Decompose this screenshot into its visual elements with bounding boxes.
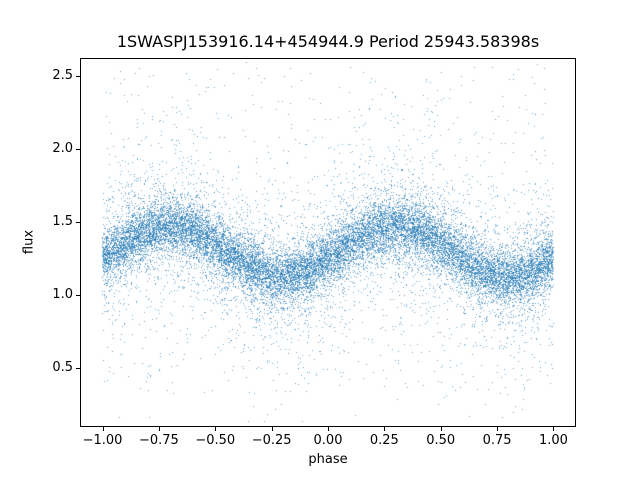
y-axis-label: flux	[21, 229, 37, 255]
plot-area	[80, 58, 576, 427]
x-tick-label: 1.00	[538, 433, 568, 448]
x-tick-mark	[102, 427, 104, 431]
x-tick-mark	[158, 427, 160, 431]
x-tick-mark	[497, 427, 499, 431]
x-axis-label: phase	[308, 452, 348, 467]
x-tick-mark	[215, 427, 217, 431]
y-tick-label: 2.0	[52, 140, 73, 156]
y-tick-mark	[76, 148, 80, 150]
chart-title: 1SWASPJ153916.14+454944.9 Period 25943.5…	[116, 32, 540, 51]
x-tick-label: −1.00	[82, 433, 123, 448]
x-tick-mark	[553, 427, 555, 431]
y-tick-mark	[76, 222, 80, 223]
x-tick-mark	[384, 427, 386, 431]
scatter-points-canvas	[81, 59, 575, 426]
x-tick-mark	[328, 427, 329, 431]
x-tick-label: 0.25	[369, 433, 399, 448]
x-tick-label: 0.75	[482, 433, 512, 448]
y-tick-label: 2.5	[52, 67, 73, 83]
x-tick-label: −0.25	[251, 433, 292, 448]
x-tick-label: −0.50	[195, 433, 236, 448]
x-tick-label: 0.00	[313, 433, 343, 448]
x-tick-mark	[440, 427, 442, 431]
y-tick-mark	[76, 295, 80, 297]
x-tick-label: 0.50	[426, 433, 456, 448]
y-tick-label: 1.0	[52, 287, 73, 303]
y-tick-label: 1.5	[52, 214, 73, 229]
x-tick-label: −0.75	[138, 433, 179, 448]
y-tick-label: 0.5	[52, 360, 73, 376]
y-tick-mark	[76, 75, 80, 77]
x-tick-mark	[271, 427, 273, 431]
y-tick-mark	[76, 368, 80, 370]
